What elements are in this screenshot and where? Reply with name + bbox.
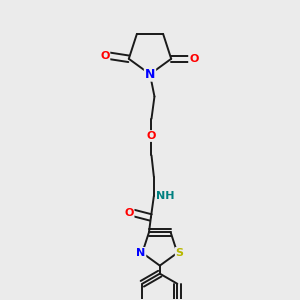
Text: O: O xyxy=(189,54,199,64)
Text: N: N xyxy=(145,68,155,81)
Text: O: O xyxy=(147,131,156,141)
Text: NH: NH xyxy=(156,191,175,201)
Text: S: S xyxy=(176,248,184,258)
Text: N: N xyxy=(136,248,146,258)
Text: O: O xyxy=(100,51,110,61)
Text: O: O xyxy=(124,208,134,218)
